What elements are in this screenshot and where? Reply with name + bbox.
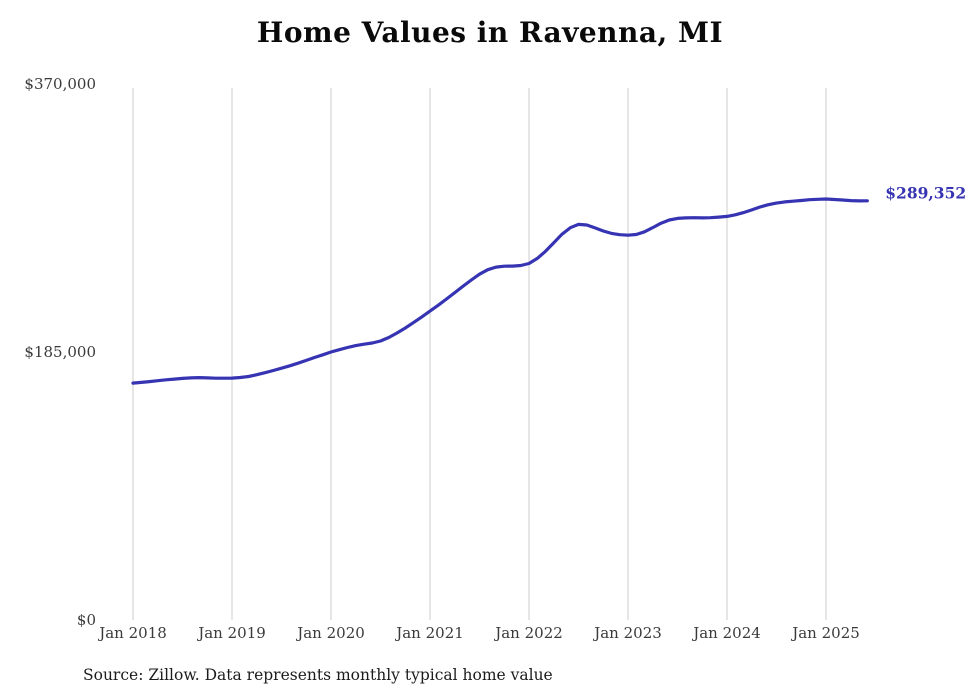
x-axis-tick-label: Jan 2025 <box>792 624 860 642</box>
home-value-line <box>131 197 869 385</box>
x-axis-tick-label: Jan 2019 <box>198 624 266 642</box>
y-axis-tick-label: $185,000 <box>24 343 96 361</box>
y-axis-tick-label: $370,000 <box>24 75 96 93</box>
x-axis-tick-label: Jan 2021 <box>396 624 464 642</box>
y-axis-tick-label: $0 <box>76 611 96 629</box>
x-axis-tick-label: Jan 2018 <box>99 624 167 642</box>
x-axis-tick-label: Jan 2023 <box>594 624 662 642</box>
x-axis-tick-label: Jan 2022 <box>495 624 563 642</box>
source-note: Source: Zillow. Data represents monthly … <box>83 666 553 684</box>
x-axis-tick-label: Jan 2020 <box>297 624 365 642</box>
end-value-label: $289,352 <box>885 183 967 203</box>
x-axis-tick-label: Jan 2024 <box>693 624 761 642</box>
chart-title: Home Values in Ravenna, MI <box>256 16 724 49</box>
